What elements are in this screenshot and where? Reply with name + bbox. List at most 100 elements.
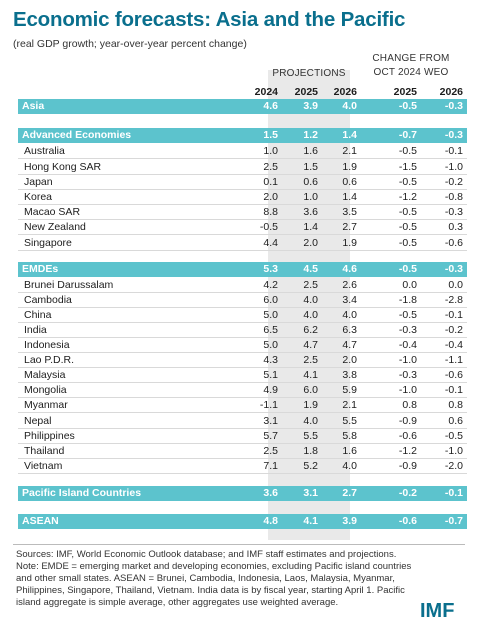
row-value: 4.0 xyxy=(342,309,357,321)
row-value: -0.2 xyxy=(444,324,463,336)
row-value: 4.7 xyxy=(303,339,318,351)
row-value: 1.4 xyxy=(303,221,318,233)
row-value: -0.5 xyxy=(398,206,417,218)
row-value: -0.2 xyxy=(398,487,417,499)
row-value: 4.6 xyxy=(342,263,357,275)
row-value: -0.3 xyxy=(444,100,463,112)
row-value: 2.5 xyxy=(263,161,278,173)
row-value: -0.6 xyxy=(398,515,417,527)
row-value: 2.5 xyxy=(303,354,318,366)
row-value: -0.5 xyxy=(398,176,417,188)
row-value: -0.9 xyxy=(398,460,417,472)
page-subtitle: (real GDP growth; year-over-year percent… xyxy=(13,38,247,50)
row-label: New Zealand xyxy=(24,221,86,233)
table-row: Myanmar -1.1 1.9 2.1 0.8 0.8 xyxy=(18,398,467,413)
row-value: 4.7 xyxy=(342,339,357,351)
row-value: 0.6 xyxy=(448,415,463,427)
row-value: 1.9 xyxy=(342,237,357,249)
change-label-line2: OCT 2024 WEO xyxy=(373,67,449,78)
row-value: 5.9 xyxy=(342,384,357,396)
row-value: 1.6 xyxy=(303,145,318,157)
row-value: 6.0 xyxy=(263,294,278,306)
row-label: Indonesia xyxy=(24,339,70,351)
row-value: 2.5 xyxy=(263,445,278,457)
row-value: -0.9 xyxy=(398,415,417,427)
row-value: 2.0 xyxy=(342,354,357,366)
row-value: 5.3 xyxy=(263,263,278,275)
row-value: 0.1 xyxy=(263,176,278,188)
row-value: 5.1 xyxy=(263,369,278,381)
row-value: 6.3 xyxy=(342,324,357,336)
row-value: -2.0 xyxy=(444,460,463,472)
row-label: India xyxy=(24,324,47,336)
row-value: -1.0 xyxy=(398,384,417,396)
projections-label: PROJECTIONS xyxy=(272,68,346,79)
row-value: 4.0 xyxy=(303,309,318,321)
row-value: -0.1 xyxy=(444,145,463,157)
row-value: 3.1 xyxy=(303,487,318,499)
row-value: 4.9 xyxy=(263,384,278,396)
row-value: 4.1 xyxy=(303,369,318,381)
row-value: 4.3 xyxy=(263,354,278,366)
row-label: Vietnam xyxy=(24,460,63,472)
row-value: 2.0 xyxy=(303,237,318,249)
row-value: 0.6 xyxy=(342,176,357,188)
header-proj-2026: 2026 xyxy=(333,86,357,98)
row-value: 4.4 xyxy=(263,237,278,249)
row-label: Thailand xyxy=(24,445,65,457)
row-label: Hong Kong SAR xyxy=(24,161,102,173)
change-label: CHANGE FROM OCT 2024 WEO xyxy=(356,52,466,80)
row-value: -0.1 xyxy=(444,384,463,396)
table-row: New Zealand -0.5 1.4 2.7 -0.5 0.3 xyxy=(18,220,467,235)
row-value: -0.5 xyxy=(398,100,417,112)
page-title: Economic forecasts: Asia and the Pacific xyxy=(13,8,406,31)
row-value: 3.4 xyxy=(342,294,357,306)
header-2024: 2024 xyxy=(254,86,278,98)
group-row: EMDEs 5.3 4.5 4.6 -0.5 -0.3 xyxy=(18,262,467,277)
row-label: Lao P.D.R. xyxy=(24,354,75,366)
row-value: 0.8 xyxy=(448,399,463,411)
table-row: Mongolia 4.9 6.0 5.9 -1.0 -0.1 xyxy=(18,383,467,398)
row-value: -0.5 xyxy=(398,221,417,233)
projections-shade xyxy=(268,70,350,540)
row-value: 0.0 xyxy=(402,279,417,291)
table-row: Vietnam 7.1 5.2 4.0 -0.9 -2.0 xyxy=(18,459,467,474)
group-row: Asia 4.6 3.9 4.0 -0.5 -0.3 xyxy=(18,99,467,114)
row-value: -1.0 xyxy=(444,445,463,457)
row-value: 4.8 xyxy=(263,515,278,527)
row-value: -0.6 xyxy=(398,430,417,442)
row-value: -1.5 xyxy=(398,161,417,173)
row-value: 5.2 xyxy=(303,460,318,472)
row-value: -0.4 xyxy=(444,339,463,351)
row-value: 1.4 xyxy=(342,129,357,141)
row-label: Advanced Economies xyxy=(22,129,132,141)
row-value: 2.6 xyxy=(342,279,357,291)
table-row: Hong Kong SAR 2.5 1.5 1.9 -1.5 -1.0 xyxy=(18,160,467,175)
row-value: 0.6 xyxy=(303,176,318,188)
row-value: 1.4 xyxy=(342,191,357,203)
table-row: Nepal 3.1 4.0 5.5 -0.9 0.6 xyxy=(18,414,467,429)
row-value: -1.2 xyxy=(398,191,417,203)
row-value: 2.0 xyxy=(263,191,278,203)
header-proj-2025: 2025 xyxy=(294,86,318,98)
row-value: 2.7 xyxy=(342,221,357,233)
row-label: Malaysia xyxy=(24,369,66,381)
row-value: 5.0 xyxy=(263,339,278,351)
row-label: Japan xyxy=(24,176,53,188)
row-value: 1.9 xyxy=(303,399,318,411)
row-value: 3.6 xyxy=(263,487,278,499)
group-row: Pacific Island Countries 3.6 3.1 2.7 -0.2 -0.… xyxy=(18,486,467,501)
row-value: -1.0 xyxy=(398,354,417,366)
row-label: Macao SAR xyxy=(24,206,81,218)
row-value: 8.8 xyxy=(263,206,278,218)
row-value: 1.5 xyxy=(263,129,278,141)
row-label: Nepal xyxy=(24,415,52,427)
row-value: 3.1 xyxy=(263,415,278,427)
row-value: 1.5 xyxy=(303,161,318,173)
table-row: Lao P.D.R. 4.3 2.5 2.0 -1.0 -1.1 xyxy=(18,353,467,368)
row-value: -0.6 xyxy=(444,237,463,249)
group-row: Advanced Economies 1.5 1.2 1.4 -0.7 -0.3 xyxy=(18,128,467,143)
row-value: 5.5 xyxy=(342,415,357,427)
row-value: 5.7 xyxy=(263,430,278,442)
row-value: 4.1 xyxy=(303,515,318,527)
